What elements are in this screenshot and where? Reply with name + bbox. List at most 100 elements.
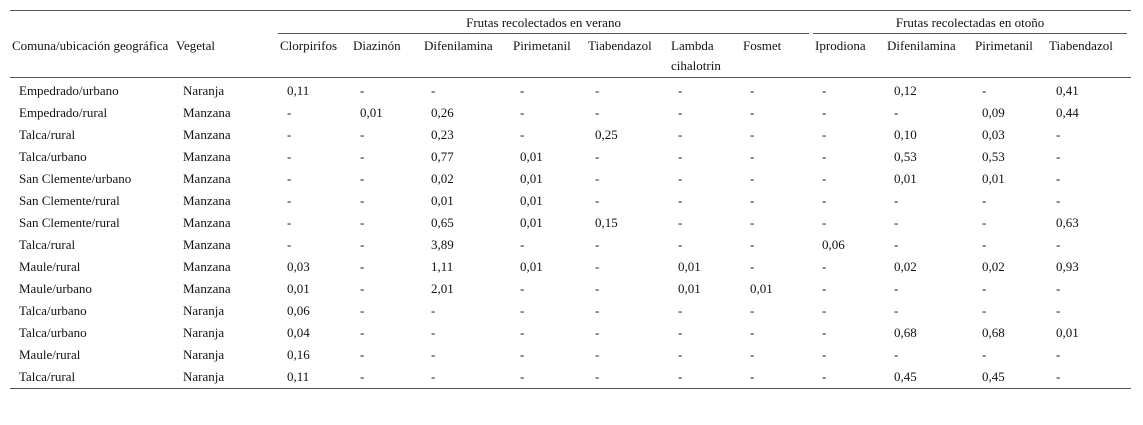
value-cell: -: [595, 105, 600, 120]
value-cell: 0,01: [520, 215, 543, 230]
group-header: Frutas recolectadas en otoño: [813, 11, 1131, 34]
value-cell: -: [678, 347, 683, 362]
value-cell: -: [750, 347, 755, 362]
value-cell: -: [287, 237, 292, 252]
value-cell: 0,63: [1056, 215, 1079, 230]
data-table: Frutas recolectados en verano Frutas rec…: [10, 10, 1132, 389]
vegetable-cell: Manzana: [183, 259, 231, 274]
value-cell: -: [287, 171, 292, 186]
value-cell: -: [822, 149, 827, 164]
location-cell: Talca/urbano: [19, 303, 87, 318]
value-cell: -: [520, 127, 525, 142]
value-cell: 0,12: [894, 83, 917, 98]
value-cell: 0,09: [982, 105, 1005, 120]
value-cell: -: [360, 215, 365, 230]
table-row: San Clemente/urbano Manzana - - 0,02 0,01 - - - -…: [10, 168, 1131, 190]
value-cell: -: [595, 325, 600, 340]
column-header: Comuna/ubicación geográfica: [10, 34, 174, 78]
value-cell: 0,11: [287, 83, 310, 98]
value-cell: -: [822, 281, 827, 296]
value-cell: 0,01: [678, 259, 701, 274]
value-cell: -: [982, 237, 987, 252]
value-cell: -: [431, 369, 436, 384]
value-cell: -: [982, 281, 987, 296]
value-cell: -: [982, 303, 987, 318]
value-cell: -: [520, 83, 525, 98]
value-cell: 0,26: [431, 105, 454, 120]
value-cell: -: [595, 149, 600, 164]
table-row: San Clemente/rural Manzana - - 0,65 0,01 0,15 -…: [10, 212, 1131, 234]
table-row: Talca/rural Manzana - - 0,23 - 0,25 - - - 0,10 0,03…: [10, 124, 1131, 146]
value-cell: -: [822, 259, 827, 274]
value-cell: 0,15: [595, 215, 618, 230]
table-row: Talca/rural Manzana - - 3,89 - - - - 0,06 - - -: [10, 234, 1131, 256]
group-header: Frutas recolectados en verano: [278, 11, 813, 34]
value-cell: 0,03: [287, 259, 310, 274]
value-cell: 0,65: [431, 215, 454, 230]
value-cell: -: [520, 369, 525, 384]
value-cell: 0,45: [982, 369, 1005, 384]
value-cell: -: [750, 193, 755, 208]
table-row: Talca/urbano Manzana - - 0,77 0,01 - - - - 0,53 0,5…: [10, 146, 1131, 168]
value-cell: -: [595, 171, 600, 186]
value-cell: -: [1056, 237, 1061, 252]
value-cell: -: [360, 347, 365, 362]
location-cell: Maule/rural: [19, 259, 81, 274]
value-cell: 0,01: [678, 281, 701, 296]
value-cell: -: [360, 171, 365, 186]
value-cell: 0,03: [982, 127, 1005, 142]
value-cell: -: [678, 193, 683, 208]
value-cell: 0,11: [287, 369, 310, 384]
value-cell: 0,06: [822, 237, 845, 252]
value-cell: -: [750, 369, 755, 384]
value-cell: 3,89: [431, 237, 454, 252]
value-cell: 0,01: [1056, 325, 1079, 340]
value-cell: 0,25: [595, 127, 618, 142]
column-header: Lambda cihalotrin: [669, 34, 741, 78]
table-row: Talca/urbano Naranja 0,04 - - - - - - - 0,68 0,68 0,…: [10, 322, 1131, 344]
value-cell: -: [894, 193, 899, 208]
value-cell: -: [360, 149, 365, 164]
vegetable-cell: Manzana: [183, 215, 231, 230]
value-cell: -: [595, 259, 600, 274]
value-cell: 0,41: [1056, 83, 1079, 98]
location-cell: Maule/urbano: [19, 281, 92, 296]
table-row: Empedrado/urbano Naranja 0,11 - - - - - - - 0,12 - 0…: [10, 78, 1131, 103]
value-cell: 0,01: [982, 171, 1005, 186]
value-cell: -: [360, 83, 365, 98]
value-cell: -: [287, 105, 292, 120]
value-cell: 0,68: [894, 325, 917, 340]
value-cell: -: [982, 193, 987, 208]
value-cell: -: [595, 83, 600, 98]
value-cell: 0,02: [982, 259, 1005, 274]
value-cell: 0,01: [750, 281, 773, 296]
value-cell: -: [431, 83, 436, 98]
value-cell: -: [982, 83, 987, 98]
value-cell: -: [894, 105, 899, 120]
value-cell: -: [822, 369, 827, 384]
value-cell: 0,01: [520, 259, 543, 274]
value-cell: -: [750, 171, 755, 186]
column-header: Tiabendazol: [586, 34, 669, 78]
vegetable-cell: Naranja: [183, 325, 225, 340]
value-cell: -: [360, 325, 365, 340]
value-cell: -: [1056, 369, 1061, 384]
value-cell: 0,93: [1056, 259, 1079, 274]
value-cell: 0,01: [520, 149, 543, 164]
location-cell: Talca/rural: [19, 127, 76, 142]
value-cell: 0,53: [982, 149, 1005, 164]
value-cell: -: [678, 325, 683, 340]
value-cell: -: [750, 149, 755, 164]
vegetable-cell: Manzana: [183, 237, 231, 252]
value-cell: -: [431, 325, 436, 340]
value-cell: -: [750, 259, 755, 274]
value-cell: -: [1056, 149, 1061, 164]
value-cell: -: [982, 347, 987, 362]
vegetable-cell: Manzana: [183, 149, 231, 164]
value-cell: 0,23: [431, 127, 454, 142]
group-label: Frutas recolectadas en otoño: [813, 13, 1128, 34]
value-cell: -: [360, 281, 365, 296]
value-cell: -: [520, 325, 525, 340]
location-cell: Empedrado/urbano: [19, 83, 119, 98]
column-header: Clorpirifos: [278, 34, 351, 78]
